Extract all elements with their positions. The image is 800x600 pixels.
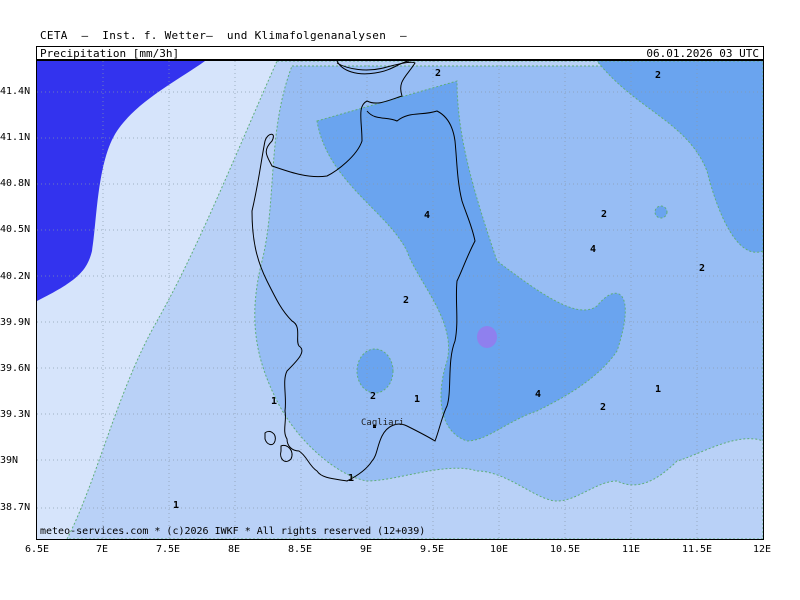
lat-tick-label: 41.4N: [0, 86, 31, 97]
contour-label: 2: [699, 263, 706, 274]
sardinia-coastline: [251, 61, 476, 482]
lat-tick-label: 39.9N: [0, 317, 31, 328]
lat-tick-label: 39N: [0, 455, 19, 466]
lon-tick-label: 9.5E: [419, 544, 445, 555]
parameter-label: Precipitation [mm/3h]: [40, 47, 180, 60]
lat-tick-label: 39.6N: [0, 363, 31, 374]
precip-high-area: [37, 61, 205, 301]
precip-level-4-east: [596, 61, 763, 253]
lat-tick-label: 40.5N: [0, 224, 31, 235]
contour-label: 2: [655, 70, 662, 81]
lat-tick-label: 40.8N: [0, 178, 31, 189]
contour-label: 2: [435, 68, 442, 79]
city-label-cagliari: Cagliari: [361, 418, 405, 428]
contour-label: 2: [601, 209, 608, 220]
copyright-footer: meteo-services.com * (c)2026 IWKF * All …: [40, 526, 426, 537]
lon-tick-label: 11.5E: [681, 544, 713, 555]
contour-label: 1: [348, 473, 355, 484]
contour-label: 4: [590, 244, 597, 255]
lat-tick-label: 39.3N: [0, 409, 31, 420]
contour-label: 1: [271, 396, 278, 407]
precip-level-2-island: [356, 348, 394, 394]
chart-title: CETA – Inst. f. Wetter– und Klimafolgena…: [40, 29, 407, 42]
lon-tick-label: 7.5E: [155, 544, 181, 555]
corsica-coastline: [336, 61, 410, 75]
lon-tick-label: 10.5E: [549, 544, 581, 555]
contour-label: 2: [370, 391, 377, 402]
contour-label: 1: [414, 394, 421, 405]
lon-tick-label: 7E: [95, 544, 109, 555]
lat-tick-label: 41.1N: [0, 132, 31, 143]
small-island: [280, 444, 293, 462]
contour-label: 2: [403, 295, 410, 306]
precip-level-4-area: [316, 80, 626, 442]
lat-lon-grid: [37, 61, 763, 539]
lon-tick-label: 6.5E: [24, 544, 50, 555]
contour-label: 2: [600, 402, 607, 413]
valid-datetime: 06.01.2026 03 UTC: [646, 47, 759, 60]
contour-label: 1: [173, 500, 180, 511]
lat-tick-label: 38.7N: [0, 502, 31, 513]
small-island: [264, 430, 276, 446]
lon-tick-label: 9E: [359, 544, 373, 555]
lon-tick-label: 10E: [489, 544, 509, 555]
lon-tick-label: 8.5E: [287, 544, 313, 555]
precip-peak: [477, 326, 497, 348]
contour-label: 4: [424, 210, 431, 221]
precip-small-cell: [654, 205, 668, 219]
contour-label: 4: [535, 389, 542, 400]
lon-tick-label: 11E: [621, 544, 641, 555]
precipitation-map: [36, 60, 764, 540]
header-bar: Precipitation [mm/3h] 06.01.2026 03 UTC: [36, 46, 764, 60]
lon-tick-label: 12E: [752, 544, 772, 555]
lat-tick-label: 40.2N: [0, 271, 31, 282]
lon-tick-label: 8E: [227, 544, 241, 555]
contour-label: 1: [655, 384, 662, 395]
cagliari-marker: [373, 425, 376, 428]
